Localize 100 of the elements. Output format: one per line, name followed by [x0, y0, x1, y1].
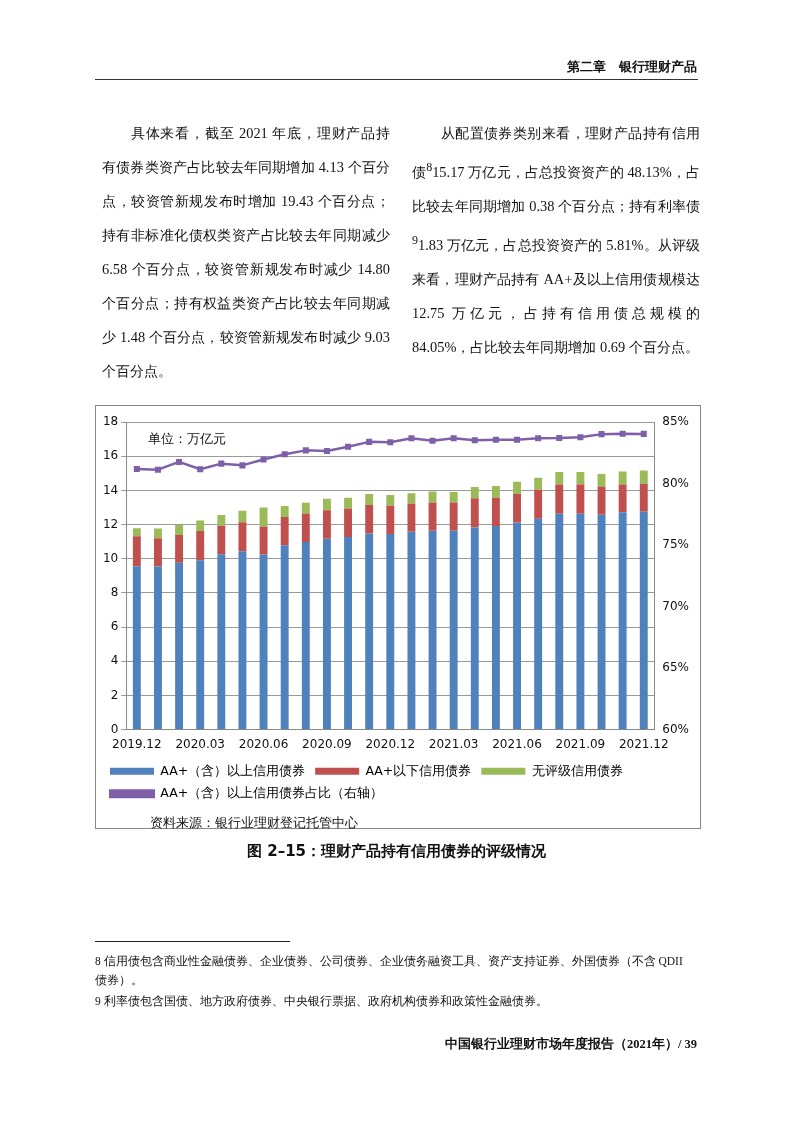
x-tick-label: 2019.12 [112, 736, 162, 751]
y2-tick-label: 70% [662, 598, 689, 613]
bar [618, 512, 627, 730]
y2-tick-label: 85% [662, 414, 689, 429]
point [514, 436, 521, 443]
point [260, 456, 267, 463]
point [619, 430, 626, 437]
bar [386, 533, 395, 730]
point [218, 460, 225, 467]
point [366, 438, 373, 445]
bar [407, 531, 416, 730]
y-tick-label: 2 [110, 687, 119, 702]
x-tick-label: 2021.06 [492, 736, 542, 751]
bar [513, 522, 521, 730]
point [640, 430, 647, 437]
bar [428, 491, 437, 503]
bar [365, 505, 374, 534]
y2-tick-label: 65% [662, 660, 689, 675]
text: 9 利率债包含国债、地方政府债券、中央银行票据、政府机构债券和政策性金融债券。 [95, 994, 549, 1009]
y2-tick-label: 60% [662, 721, 689, 736]
point [176, 458, 183, 465]
bar [217, 554, 226, 730]
point [429, 437, 436, 444]
bar [153, 538, 162, 567]
bar [344, 497, 353, 509]
x-tick-label: 2020.09 [302, 736, 352, 751]
text: 第二章 银行理财产品 [567, 58, 697, 76]
bar [534, 518, 543, 730]
text: 中国银行业理财市场年度报告（2021年）/ 39 [444, 1036, 697, 1053]
point [197, 466, 204, 473]
y-tick-label: 0 [110, 721, 119, 736]
y-tick-label: 4 [110, 653, 119, 668]
bar [322, 498, 331, 511]
x-tick-label: 2020.06 [238, 736, 289, 751]
y2-tick-label: 80% [662, 475, 689, 490]
legend-label: AA+（含）以上信用债券 [160, 762, 306, 778]
bar [217, 525, 226, 555]
x-tick-label: 2021.12 [618, 736, 669, 751]
bar [407, 493, 416, 504]
bar [597, 473, 606, 487]
text: 资料来源：银行业理财登记托管中心 [150, 815, 358, 832]
bar [618, 484, 627, 513]
bar [470, 498, 479, 528]
bar [196, 530, 205, 561]
legend-label: AA+以下信用债券 [365, 762, 472, 778]
bar [153, 566, 162, 730]
bar [470, 527, 479, 730]
y2-tick-label: 75% [662, 537, 689, 552]
bar [534, 489, 543, 519]
bar [238, 551, 247, 730]
bar [344, 508, 353, 537]
bar [238, 522, 247, 552]
bar [196, 560, 205, 730]
bar [259, 507, 268, 527]
bar [491, 497, 500, 527]
legend-label: 无评级信用债券 [531, 762, 623, 778]
bar [132, 528, 141, 537]
text: 从配置债券类别来看，理财产品持有信用债$^{8}$15.17 万亿元，占总投资资产的 48.13%，占比较去年同期增加 0.38 个百分点；持有利率债$^{9}$1.83 万亿元，占总投资资产的 5.81%。从评级来看，理财产品持有 AA+及以上信用债规模达 12.75 万亿元，占持有信用债总规模的 84.05%，占比较去年同期增加 0.69 个百分点。 [412, 125, 701, 355]
point [387, 439, 394, 446]
bar [470, 486, 479, 499]
text: 具体来看，截至 2021 年底，理财产品持有债券类资产占比较去年同期增加 4.13 个百分点，较资管新规发布时增加 19.43 个百分点；持有非标准化债权类资产占比较去年同期减少 6.58 个百分点，较资管新规发布时减少 14.80 个百分点；持有权益类资产占比较去年同期减少 1.48 个百分点，较资管新规发布时减少 9.03 个百分点。 [102, 125, 390, 379]
bar [491, 485, 500, 498]
bar [555, 471, 564, 485]
y-tick-label: 12 [102, 516, 119, 531]
bar [153, 528, 162, 539]
bar [576, 484, 585, 514]
bar [280, 516, 289, 546]
y-tick-label: 10 [102, 550, 119, 565]
x-tick-label: 2021.09 [555, 736, 606, 751]
point [450, 435, 457, 442]
y-tick-label: 14 [102, 482, 119, 497]
point [239, 462, 246, 469]
bar [555, 513, 564, 730]
bar [365, 533, 374, 730]
bar [322, 538, 331, 730]
bar [386, 494, 395, 506]
y-tick-label: 18 [102, 414, 119, 429]
y-tick-label: 8 [110, 585, 119, 600]
bar [555, 484, 564, 514]
point [577, 434, 584, 441]
bar [322, 510, 331, 539]
annotation: 单位：万亿元 [148, 431, 226, 448]
point [471, 437, 478, 444]
bar [175, 562, 184, 730]
point [408, 435, 415, 442]
bar [132, 566, 141, 730]
bar [196, 520, 205, 531]
point [598, 431, 605, 438]
bar [386, 505, 395, 534]
bar [639, 483, 648, 512]
bar [301, 513, 310, 542]
bar [576, 471, 585, 485]
bar [301, 541, 310, 730]
bar [449, 491, 458, 503]
y-tick-label: 16 [102, 448, 119, 463]
bar [301, 502, 310, 514]
point [133, 465, 140, 472]
bar [175, 525, 184, 535]
x-tick-label: 2020.12 [365, 736, 416, 751]
bar [280, 506, 289, 517]
